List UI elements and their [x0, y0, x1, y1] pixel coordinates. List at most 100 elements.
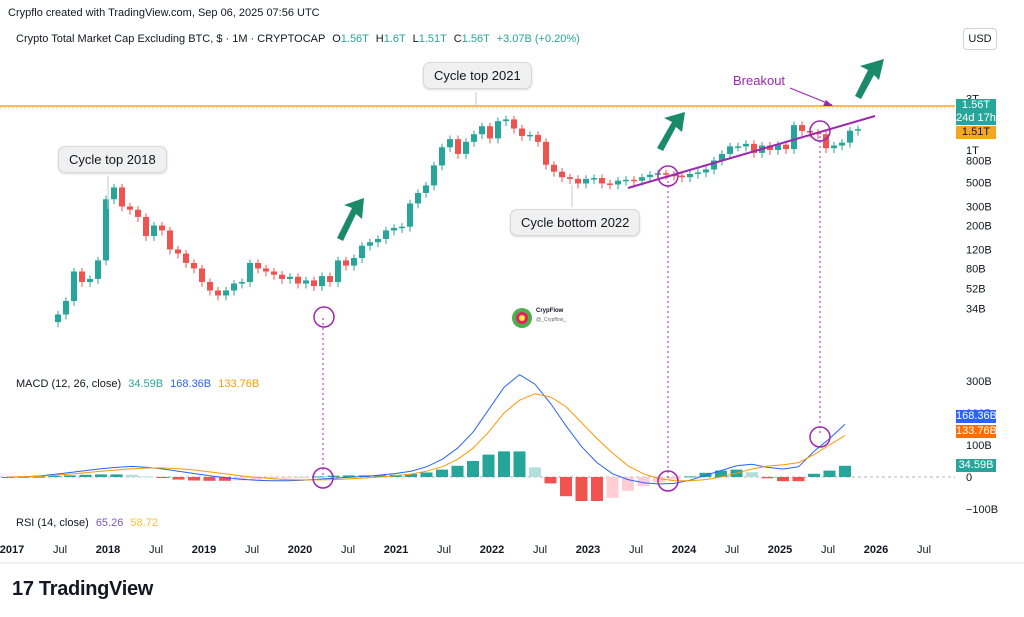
candle-body — [79, 271, 85, 282]
candle-body — [55, 314, 61, 323]
candle-body — [415, 192, 421, 204]
candle-body — [663, 173, 669, 175]
macd-hist-bar — [761, 477, 774, 479]
candle-body — [463, 141, 469, 154]
macd-tick-4: −100B — [966, 504, 998, 516]
candle-body — [63, 300, 69, 315]
macd-hist-bar — [560, 477, 572, 497]
candle-body — [831, 145, 837, 149]
time-tick-1: Jul — [53, 544, 67, 556]
price-tick-5: 300B — [966, 201, 992, 213]
candle-body — [71, 271, 77, 301]
macd-hist-bar — [839, 465, 851, 477]
macd-hist-bar — [653, 477, 665, 483]
macd-hist-bar — [33, 476, 45, 478]
macd-hist-bar — [498, 451, 510, 477]
candle-body — [191, 262, 197, 269]
candle-body — [151, 225, 157, 236]
circle-marker-macd-2023 — [657, 470, 679, 492]
macd-hist-bar — [141, 476, 154, 478]
candle-body — [119, 187, 125, 207]
footer-label: TradingView — [38, 578, 154, 600]
tradingview-logo-icon: 17 — [12, 578, 34, 600]
candle-body — [247, 262, 253, 282]
trend-arrows — [337, 59, 884, 241]
macd-hist-bar — [823, 470, 836, 477]
macd-hist-bar — [281, 477, 293, 479]
circle-marker-macd-2020 — [312, 467, 334, 489]
candle-body — [143, 216, 149, 236]
candle-body — [167, 230, 173, 250]
candle-body — [823, 134, 829, 149]
time-tick-9: Jul — [437, 544, 451, 556]
macd-hist-bar — [126, 474, 138, 477]
candle-body — [407, 203, 413, 227]
candle-body — [839, 142, 845, 146]
candle-body — [503, 119, 509, 122]
candle-body — [607, 183, 613, 185]
macd-hist-bar — [188, 477, 200, 481]
candle-body — [495, 121, 501, 139]
candle-body — [535, 134, 541, 142]
macd-hist-bar — [2, 477, 14, 478]
currency-button[interactable]: USD — [963, 28, 997, 50]
circle-marker-2025 — [809, 120, 831, 142]
hist-tag: 34.59B — [956, 459, 996, 472]
candle-body — [135, 209, 141, 217]
candle-body — [223, 290, 229, 296]
price-tick-3: 800B — [966, 155, 992, 167]
macd-hist-bar — [808, 473, 820, 477]
time-tick-10: 2022 — [480, 544, 504, 556]
candle-body — [183, 253, 189, 263]
macd-hist-bar — [157, 477, 169, 478]
candle-body — [399, 226, 405, 229]
price-tick-10: 34B — [966, 304, 986, 316]
macd-hist-bar — [777, 477, 789, 482]
macd-hist-bar — [296, 477, 309, 478]
macd-hist-bar — [64, 475, 76, 477]
ohlc-low: L1.51T — [412, 33, 447, 45]
macd-hist-bar — [219, 477, 231, 481]
candle-body — [431, 165, 437, 186]
candle-body — [423, 185, 429, 193]
candle-body — [751, 143, 757, 153]
circle-marker-macd-2025 — [809, 426, 831, 448]
candle-body — [527, 134, 533, 137]
macd-value: 168.36B — [170, 378, 212, 390]
macd-hist-bar — [467, 461, 479, 477]
macd-label: MACD (12, 26, close) — [16, 378, 122, 390]
macd-hist-bar — [637, 477, 650, 486]
chart-credit: Crypflo created with TradingView.com, Se… — [8, 7, 320, 19]
candle-body — [111, 187, 117, 200]
time-tick-6: 2020 — [288, 544, 312, 556]
macd-hist-bar — [529, 467, 541, 477]
candle-body — [303, 280, 309, 284]
circle-marker-2023 — [657, 165, 679, 187]
signal-line — [7, 393, 846, 482]
candle-body — [767, 145, 773, 150]
price-tick-7: 120B — [966, 244, 992, 256]
candle-body — [287, 276, 293, 279]
candle-body — [159, 225, 165, 231]
candle-body — [367, 242, 373, 246]
candle-body — [639, 177, 645, 181]
time-tick-3: Jul — [149, 544, 163, 556]
macd-hist-bar — [513, 451, 526, 477]
macd-line — [7, 373, 846, 485]
macd-hist-bar — [48, 476, 61, 477]
macd-hist-bar — [544, 477, 557, 484]
countdown-tag: 24d 17h — [956, 112, 996, 125]
candle-body — [623, 179, 629, 182]
macd-hist-bar — [668, 477, 681, 480]
candle-body — [207, 281, 213, 291]
candle-body — [455, 139, 461, 154]
watermark-name: CrypFlow — [536, 308, 564, 314]
macd-tag: 168.36B — [956, 410, 997, 423]
time-axis: 2017 Jul 2018 Jul 2019 Jul 2020 Jul 2021 Jul 2022 J… — [0, 544, 931, 556]
resistance-price-tag: 1.51T — [956, 126, 996, 139]
time-tick-12: 2023 — [576, 544, 600, 556]
candle-body — [231, 283, 237, 291]
candle-body — [215, 290, 221, 296]
macd-tick-2: 100B — [966, 440, 992, 452]
